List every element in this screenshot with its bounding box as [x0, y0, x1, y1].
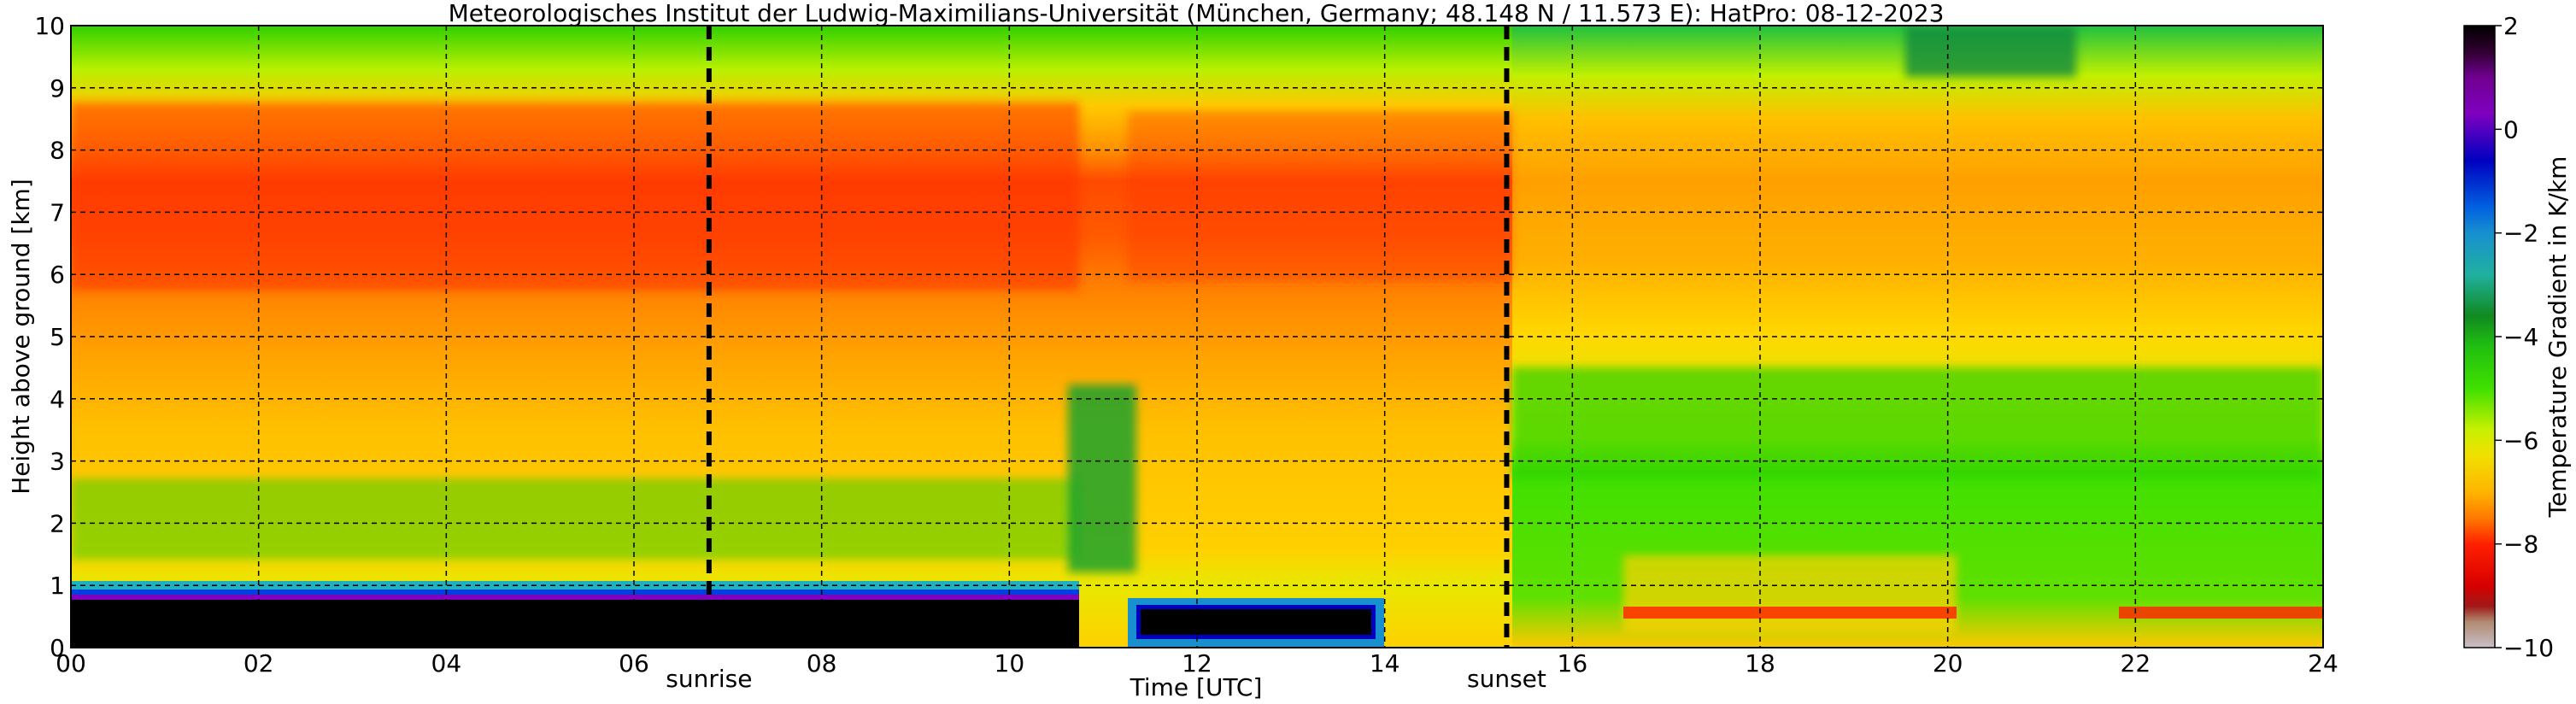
colorbar-ticks: 2 0 −2 −4 −6 −8 −10 — [2495, 12, 2554, 662]
x-tick-label-08: 08 — [807, 649, 837, 678]
night-red-stripe — [2119, 607, 2323, 619]
y-tick-label-4: 4 — [50, 385, 65, 414]
y-tick-label-3: 3 — [50, 448, 65, 476]
y-tick-label-0: 0 — [50, 634, 65, 662]
y-tick-label-6: 6 — [50, 261, 65, 289]
x-tick-label-24: 24 — [2308, 649, 2338, 678]
x-tick-label-00: 00 — [56, 649, 86, 678]
heatmap-evening-yellow — [1623, 555, 1957, 632]
colorbar-label: Temperature Gradient in K/km — [2544, 156, 2572, 519]
sunset-label: sunset — [1467, 665, 1546, 693]
x-tick-label-12: 12 — [1182, 649, 1212, 678]
heatmap-green-plume — [1068, 384, 1136, 572]
heatmap-red-band-midday — [1128, 111, 1512, 282]
x-axis-label: Time [UTC] — [1130, 673, 1263, 701]
afternoon-inversion-core — [1141, 609, 1371, 635]
colorbar: 2 0 −2 −4 −6 −8 −10 Temperature Gradient in K/… — [2463, 12, 2572, 662]
colorbar-swatch — [2464, 26, 2495, 648]
evening-red-stripe — [1623, 607, 1957, 619]
heatmap-red-band-morning — [71, 103, 1079, 290]
y-tick-label-7: 7 — [50, 198, 65, 226]
x-tick-label-10: 10 — [995, 649, 1025, 678]
y-tick-label-1: 1 — [50, 572, 65, 600]
grid — [71, 26, 2323, 648]
x-tick-label-16: 16 — [1558, 649, 1588, 678]
x-tick-label-18: 18 — [1745, 649, 1775, 678]
colorbar-tick-label-2: 2 — [2503, 12, 2519, 40]
y-tick-label-9: 9 — [50, 74, 65, 103]
colorbar-tick-label-−6: −6 — [2503, 426, 2538, 455]
colorbar-tick-label-−10: −10 — [2503, 634, 2554, 662]
colorbar-tick-label-−2: −2 — [2503, 220, 2538, 248]
y-tick-label-8: 8 — [50, 137, 65, 165]
heatmap-evening-green — [1512, 367, 2323, 478]
colorbar-tick-label-−4: −4 — [2503, 323, 2538, 351]
x-tick-label-20: 20 — [1933, 649, 1963, 678]
colorbar-tick-label-−8: −8 — [2503, 531, 2538, 559]
x-tick-label-22: 22 — [2121, 649, 2151, 678]
heatmap-green-layer — [71, 478, 1079, 560]
y-tick-label-10: 10 — [34, 12, 65, 40]
y-tick-label-2: 2 — [50, 509, 65, 537]
x-tick-label-14: 14 — [1370, 649, 1400, 678]
sunrise-label: sunrise — [666, 665, 752, 693]
y-tick-label-5: 5 — [50, 323, 65, 351]
x-tick-label-02: 02 — [244, 649, 274, 678]
x-tick-label-06: 06 — [619, 649, 649, 678]
heatmap-top-teal — [1905, 26, 2076, 77]
event-markers: sunrise sunset — [666, 26, 1546, 693]
chart-title: Meteorologisches Institut der Ludwig-Max… — [449, 0, 1945, 27]
colorbar-tick-label-0: 0 — [2503, 115, 2519, 144]
y-axis-label: Height above ground [km] — [7, 179, 35, 495]
x-tick-label-04: 04 — [431, 649, 462, 678]
plot-frame — [70, 25, 2324, 648]
inversion-core — [71, 600, 1079, 648]
y-tick-labels: 0 1 2 3 4 5 6 7 8 9 10 — [34, 12, 65, 662]
x-tick-labels: 00 02 04 06 08 10 12 14 16 18 20 22 24 — [56, 649, 2338, 678]
